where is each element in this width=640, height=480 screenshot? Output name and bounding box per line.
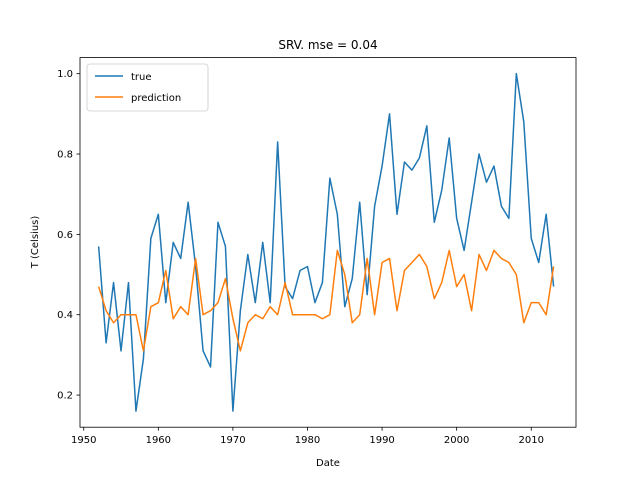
x-tick-label: 1990 <box>369 435 394 446</box>
chart-title: SRV. mse = 0.04 <box>278 38 377 52</box>
x-tick-label: 1980 <box>295 435 320 446</box>
y-axis-label: T (Celsius) <box>30 216 41 270</box>
series-line-true <box>97 72 555 412</box>
x-tick-label: 1950 <box>71 435 96 446</box>
x-tick-label: 2000 <box>444 435 469 446</box>
legend-label-true: true <box>131 72 152 83</box>
x-tick-label: 1960 <box>146 435 171 446</box>
plot-frame <box>79 57 577 428</box>
legend-label-prediction: prediction <box>131 93 181 104</box>
legend: true prediction <box>86 63 209 112</box>
x-tick-label: 1970 <box>220 435 245 446</box>
x-axis: 1950 1960 1970 1980 1990 2000 2010 <box>71 427 544 446</box>
y-tick-label: 0.8 <box>57 150 73 161</box>
y-tick-label: 0.4 <box>57 310 73 321</box>
plot-area <box>79 57 577 428</box>
y-tick-label: 0.6 <box>57 230 73 241</box>
y-tick-label: 0.2 <box>57 391 73 402</box>
y-tick-label: 1.0 <box>57 69 73 80</box>
x-axis-label: Date <box>316 458 340 469</box>
series-group <box>97 72 555 412</box>
x-tick-label: 2010 <box>519 435 544 446</box>
series-line-prediction <box>97 249 555 352</box>
y-axis: 0.2 0.4 0.6 0.8 1.0 <box>57 69 80 402</box>
